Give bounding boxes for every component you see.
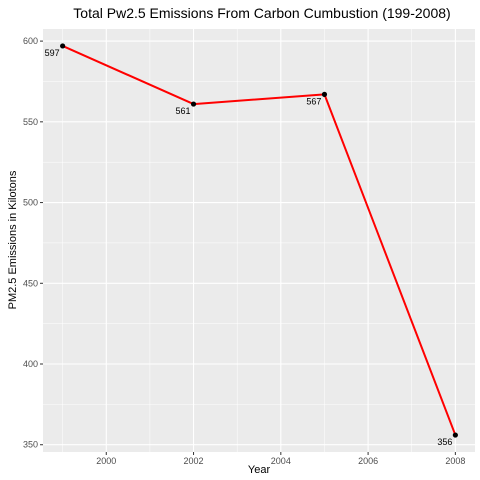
- grid-major: [43, 29, 475, 452]
- data-marks: 597 561 567 356: [45, 43, 458, 447]
- y-tick-label: 350: [23, 440, 38, 450]
- y-axis-title: PM2.5 Emissions in Kilotons: [7, 170, 19, 309]
- data-point: [190, 101, 197, 107]
- data-point: [452, 432, 458, 438]
- y-tick-label: 450: [23, 278, 38, 288]
- y-tick-label: 600: [23, 36, 38, 46]
- x-tick-label: 2000: [96, 456, 116, 466]
- data-point: [321, 91, 328, 97]
- data-label: 567: [306, 96, 321, 106]
- plot-panel: [43, 29, 475, 452]
- data-label: 356: [437, 437, 452, 447]
- x-tick-label: 2006: [358, 456, 378, 466]
- y-tick-label: 500: [23, 198, 38, 208]
- axis-ticks: 350 400 450 500 550 600 2000 2002 2004 2006 2008: [23, 36, 465, 466]
- x-tick-label: 2002: [184, 456, 204, 466]
- data-label: 597: [45, 48, 60, 58]
- y-tick-label: 550: [23, 117, 38, 127]
- series-line: [62, 45, 457, 436]
- x-axis-title: Year: [248, 464, 271, 476]
- grid-minor: [43, 29, 475, 452]
- data-label: 561: [176, 106, 191, 116]
- chart-title: Total Pw2.5 Emissions From Carbon Cumbus…: [73, 5, 450, 21]
- y-tick-label: 400: [23, 359, 38, 369]
- data-point: [60, 43, 66, 49]
- x-tick-label: 2004: [271, 456, 291, 466]
- x-tick-label: 2008: [445, 456, 465, 466]
